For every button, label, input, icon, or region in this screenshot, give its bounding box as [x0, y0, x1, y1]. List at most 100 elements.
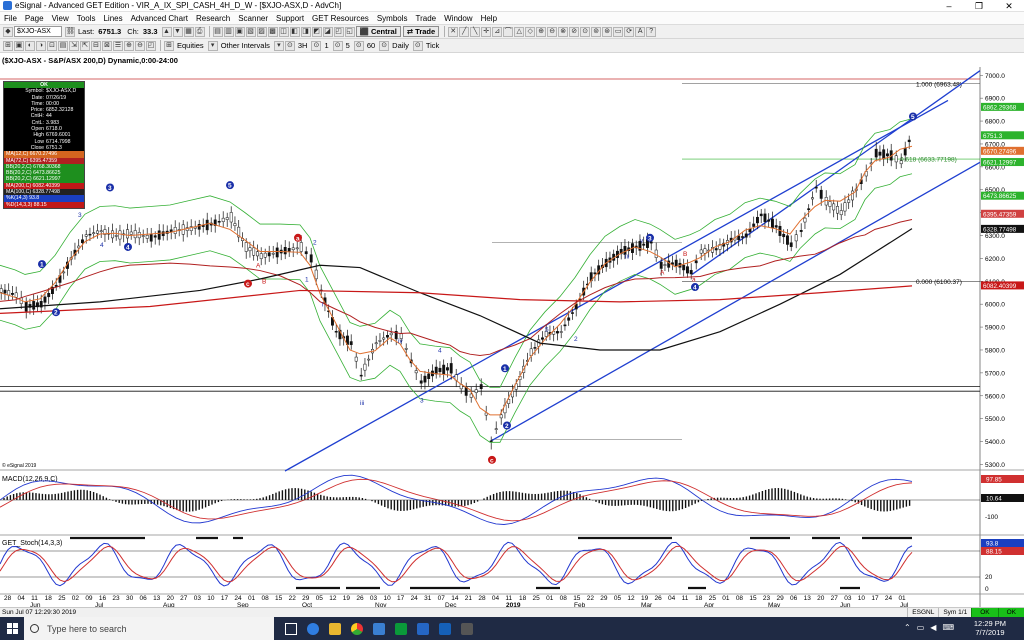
chart-area[interactable]: 7000.06900.06800.06700.06600.06500.06400… — [0, 67, 1024, 607]
chart-tool-2-icon[interactable]: ▥ — [223, 26, 234, 37]
chart-tool-12-icon[interactable]: ◰ — [333, 26, 344, 37]
up-arrow-icon[interactable]: ▲ — [161, 26, 172, 37]
edge-icon[interactable] — [302, 617, 324, 640]
draw-tool-19-icon[interactable]: ? — [646, 26, 657, 37]
taskbar-clock[interactable]: 12:29 PM 7/7/2019 — [974, 619, 1006, 637]
draw-tool-14-icon[interactable]: ⊚ — [591, 26, 602, 37]
grid-icon[interactable]: ▦ — [183, 26, 194, 37]
layout-tool-2-icon[interactable]: ▣ — [14, 40, 24, 51]
interval-3h-button[interactable]: 3H — [297, 40, 308, 50]
symbol-input[interactable]: $XJO-ASX — [14, 26, 62, 37]
chart-tool-4-icon[interactable]: ▧ — [245, 26, 256, 37]
interval-60-button[interactable]: 60 — [366, 40, 376, 50]
data-window-header[interactable]: OK — [4, 82, 84, 89]
draw-tool-7-icon[interactable]: △ — [514, 26, 525, 37]
equities-dropdown[interactable]: Equities — [177, 41, 204, 50]
file-explorer-icon[interactable] — [324, 617, 346, 640]
trade-button[interactable]: ⇄ Trade — [402, 26, 440, 37]
draw-tool-10-icon[interactable]: ⊖ — [547, 26, 558, 37]
menu-lines[interactable]: Lines — [103, 13, 123, 23]
minimize-button[interactable]: – — [946, 1, 952, 11]
chart-tool-9-icon[interactable]: ◨ — [300, 26, 311, 37]
menu-scanner[interactable]: Scanner — [238, 13, 269, 23]
menu-symbols[interactable]: Symbols — [376, 13, 408, 23]
chart-tool-8-icon[interactable]: ◧ — [289, 26, 300, 37]
draw-tool-17-icon[interactable]: ⟳ — [624, 26, 635, 37]
keyboard-icon[interactable]: ⌨ — [942, 623, 954, 632]
chart-tool-7-icon[interactable]: ◫ — [278, 26, 289, 37]
menu-file[interactable]: File — [4, 13, 17, 23]
chevron-up-icon[interactable]: ⌃ — [904, 623, 911, 632]
draw-tool-2-icon[interactable]: ╱ — [459, 26, 470, 37]
interval-5-button[interactable]: 5 — [345, 40, 350, 50]
draw-tool-15-icon[interactable]: ⊛ — [602, 26, 613, 37]
layout-tool-6-icon[interactable]: ▤ — [58, 40, 68, 51]
start-button[interactable] — [0, 617, 24, 640]
chevron-down-icon[interactable]: ▾ — [273, 40, 284, 51]
print-icon[interactable]: ⎙ — [194, 26, 205, 37]
chart-tool-5-icon[interactable]: ▨ — [256, 26, 267, 37]
network-icon[interactable]: ▭ — [916, 623, 925, 632]
menu-page[interactable]: Page — [24, 13, 44, 23]
chart-tool-6-icon[interactable]: ▩ — [267, 26, 278, 37]
chart-tool-3-icon[interactable]: ▣ — [234, 26, 245, 37]
chart-tool-13-icon[interactable]: ◱ — [344, 26, 355, 37]
layout-tool-1-icon[interactable]: ⊞ — [3, 40, 13, 51]
esignal-task-icon[interactable] — [390, 617, 412, 640]
central-button[interactable]: ⬛ Central — [355, 26, 401, 37]
layout-tool-8-icon[interactable]: ⇱ — [80, 40, 90, 51]
chart-tool-10-icon[interactable]: ◩ — [311, 26, 322, 37]
draw-tool-8-icon[interactable]: ◇ — [525, 26, 536, 37]
menu-research[interactable]: Research — [195, 13, 231, 23]
menu-support[interactable]: Support — [276, 13, 305, 23]
menu-help[interactable]: Help — [480, 13, 498, 23]
store-icon[interactable] — [368, 617, 390, 640]
draw-tool-12-icon[interactable]: ⊘ — [569, 26, 580, 37]
layout-tool-10-icon[interactable]: ⊠ — [102, 40, 112, 51]
menu-view[interactable]: View — [51, 13, 69, 23]
draw-tool-1-icon[interactable]: ✕ — [448, 26, 459, 37]
layout-tool-11-icon[interactable]: ☰ — [113, 40, 123, 51]
chevron-down-icon[interactable]: ▾ — [207, 40, 218, 51]
layout-tool-5-icon[interactable]: ⊡ — [47, 40, 57, 51]
maximize-button[interactable]: ❐ — [974, 1, 984, 11]
layout-tool-9-icon[interactable]: ⊟ — [91, 40, 101, 51]
layout-tool-12-icon[interactable]: ⊕ — [124, 40, 134, 51]
layout-tool-4-icon[interactable]: ◑ — [36, 40, 46, 51]
menu-window[interactable]: Window — [444, 13, 473, 23]
close-button[interactable]: ✕ — [1005, 1, 1013, 11]
menu-advanced-chart[interactable]: Advanced Chart — [130, 13, 188, 23]
down-arrow-icon[interactable]: ▼ — [172, 26, 183, 37]
interval-1-button[interactable]: 1 — [324, 40, 329, 50]
draw-tool-13-icon[interactable]: ⊙ — [580, 26, 591, 37]
draw-tool-11-icon[interactable]: ⊗ — [558, 26, 569, 37]
chrome-icon[interactable] — [346, 617, 368, 640]
other-intervals-dropdown[interactable]: Other Intervals — [220, 41, 270, 50]
interval-tick-button[interactable]: Tick — [425, 40, 440, 50]
draw-tool-16-icon[interactable]: ▭ — [613, 26, 624, 37]
layout-tool-13-icon[interactable]: ⊖ — [135, 40, 145, 51]
price-chart-svg[interactable]: 7000.06900.06800.06700.06600.06500.06400… — [0, 67, 1024, 607]
chart-tool-1-icon[interactable]: ▤ — [212, 26, 223, 37]
draw-tool-18-icon[interactable]: A — [635, 26, 646, 37]
interval-daily-button[interactable]: Daily — [392, 40, 409, 50]
menu-trade[interactable]: Trade — [415, 13, 437, 23]
taskbar-search-box[interactable]: Type here to search — [24, 617, 274, 640]
app2-task-icon[interactable] — [456, 617, 478, 640]
volume-icon[interactable]: ◀ — [930, 623, 937, 632]
chart-tool-11-icon[interactable]: ◪ — [322, 26, 333, 37]
draw-tool-6-icon[interactable]: ⌒ — [503, 26, 514, 37]
draw-tool-9-icon[interactable]: ⊕ — [536, 26, 547, 37]
app-task-icon[interactable] — [412, 617, 434, 640]
draw-tool-5-icon[interactable]: ⊿ — [492, 26, 503, 37]
task-view-icon[interactable] — [280, 617, 302, 640]
link-icon[interactable]: ⛓ — [65, 26, 75, 37]
layout-tool-7-icon[interactable]: ⇲ — [69, 40, 79, 51]
layout-tool-14-icon[interactable]: ◰ — [146, 40, 156, 51]
menu-tools[interactable]: Tools — [76, 13, 96, 23]
outlook-icon[interactable] — [434, 617, 456, 640]
menu-get-resources[interactable]: GET Resources — [312, 13, 369, 23]
draw-tool-4-icon[interactable]: ✛ — [481, 26, 492, 37]
layout-tool-3-icon[interactable]: ◐ — [25, 40, 35, 51]
draw-tool-3-icon[interactable]: ╲ — [470, 26, 481, 37]
